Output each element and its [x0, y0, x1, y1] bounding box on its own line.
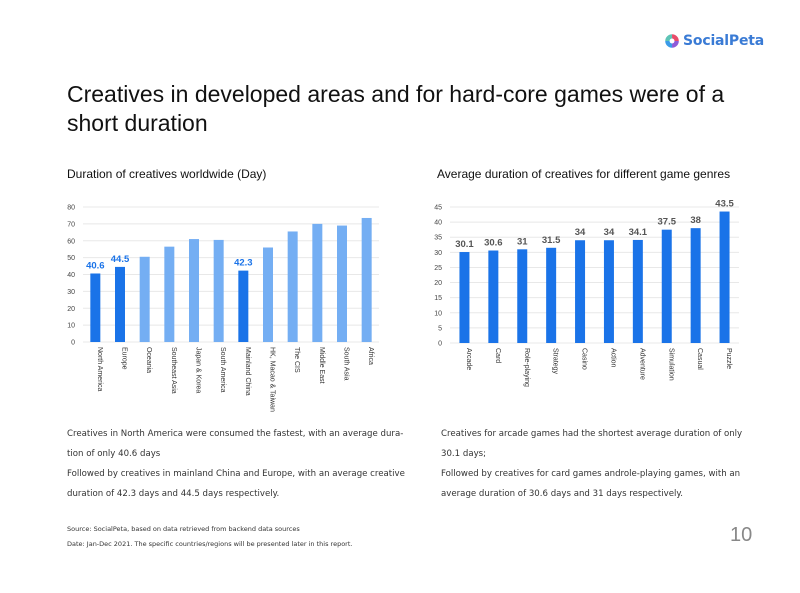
x-tick-label: Simulation: [667, 348, 674, 381]
data-label: 31.5: [542, 235, 561, 246]
bar: [575, 240, 586, 343]
bar: [90, 273, 101, 342]
right-desc-line: average duration of 30.6 days and 31 day…: [441, 489, 683, 499]
bar: [238, 270, 249, 342]
bar: [164, 246, 175, 342]
x-tick-label: Mainland China: [244, 347, 251, 396]
socialpeta-logo: SocialPeta: [664, 28, 764, 54]
footer-date: Date: Jan-Dec 2021. The specific countri…: [67, 540, 353, 548]
bar: [287, 231, 298, 342]
bar: [337, 225, 347, 342]
x-tick-label: South Asia: [343, 347, 350, 381]
x-tick-label: Africa: [367, 347, 374, 365]
y-tick-label: 0: [438, 341, 442, 348]
x-tick-label: Casual: [696, 348, 703, 370]
y-tick-label: 50: [67, 255, 75, 262]
x-tick-label: HK, Macao & Taiwan: [269, 347, 276, 412]
data-label: 34.1: [629, 227, 648, 238]
left-desc-line: Creatives in North America were consumed…: [67, 429, 404, 439]
bar: [690, 228, 701, 343]
x-tick-label: Middle East: [318, 347, 325, 384]
bar: [488, 250, 499, 343]
region-duration-chart: 0 10 20 30 40 50 60 70 80 40.6 North America 44.5 Eu…: [67, 205, 379, 412]
bar: [632, 239, 643, 343]
x-tick-label: Card: [494, 348, 501, 363]
left-chart-title: Duration of creatives worldwide (Day): [67, 167, 267, 181]
bar: [661, 229, 672, 343]
page-title: Creatives in developed areas and for har…: [67, 81, 725, 136]
y-tick-label: 35: [434, 235, 442, 242]
bar: [361, 217, 372, 342]
x-tick-label: Adventure: [638, 348, 645, 380]
y-tick-label: 70: [67, 221, 75, 228]
y-tick-label: 80: [67, 205, 75, 212]
right-desc-line: Creatives for arcade games had the short…: [441, 429, 743, 439]
y-tick-label: 45: [434, 205, 442, 212]
left-desc-line: Followed by creatives in mainland China …: [67, 469, 405, 479]
data-label: 30.1: [455, 239, 474, 250]
y-tick-label: 40: [67, 272, 75, 279]
y-tick-label: 10: [434, 310, 442, 317]
x-tick-label: Europe: [121, 347, 128, 370]
left-desc-line: duration of 42.3 days and 44.5 days resp…: [67, 489, 280, 499]
bar: [546, 247, 557, 343]
left-desc-line: tion of only 40.6 days: [67, 449, 161, 459]
x-tick-label: Southeast Asia: [170, 347, 177, 394]
x-tick-label: North America: [96, 347, 103, 391]
x-tick-label: Role-playing: [523, 348, 530, 387]
x-tick-label: Japan & Korea: [195, 347, 202, 393]
logo-text: SocialPeta: [683, 33, 764, 49]
socialpeta-logo-icon: [665, 34, 679, 48]
bar: [213, 239, 224, 342]
y-tick-label: 60: [67, 238, 75, 245]
data-label: 37.5: [658, 217, 677, 228]
page-number: 10: [730, 524, 753, 546]
y-tick-label: 25: [434, 265, 442, 272]
x-tick-label: Casino: [581, 348, 588, 370]
data-label: 42.3: [234, 258, 253, 269]
data-label: 40.6: [86, 260, 105, 271]
x-tick-label: Arcade: [465, 348, 472, 370]
right-desc-line: Followed by creatives for card games and…: [441, 469, 741, 479]
bar: [459, 252, 470, 343]
bar: [517, 249, 528, 343]
x-tick-label: Strategy: [552, 348, 559, 375]
right-chart-title: Average duration of creatives for differ…: [437, 167, 731, 181]
y-tick-label: 20: [434, 280, 442, 287]
bar: [115, 266, 125, 342]
data-label: 31: [517, 236, 528, 247]
data-label: 34: [575, 227, 586, 238]
y-tick-label: 0: [71, 340, 75, 347]
bar: [603, 240, 614, 343]
bar: [312, 223, 323, 342]
y-tick-label: 15: [434, 295, 442, 302]
x-tick-label: Puzzle: [725, 348, 732, 369]
left-description: Creatives in North America were consumed…: [67, 424, 407, 504]
y-tick-label: 5: [438, 325, 442, 332]
genre-duration-chart: 0 5 10 15 20 25 30 35 40 45 30.1 Arcade 30.6 Card 31 Ro…: [434, 199, 739, 387]
data-label: 44.5: [111, 254, 130, 265]
bar: [139, 256, 150, 342]
footer-source: Source: SocialPeta, based on data retrie…: [67, 525, 300, 533]
x-tick-label: Action: [609, 348, 616, 368]
x-tick-label: The CIS: [293, 347, 300, 373]
bar: [719, 211, 730, 343]
y-tick-label: 20: [67, 306, 75, 313]
data-label: 30.6: [484, 238, 503, 249]
bar: [263, 247, 273, 342]
data-label: 43.5: [715, 199, 734, 210]
right-desc-line: 30.1 days;: [441, 449, 487, 459]
y-tick-label: 30: [67, 289, 75, 296]
right-description: Creatives for arcade games had the short…: [441, 424, 761, 504]
bar: [189, 239, 199, 342]
data-label: 34: [604, 227, 615, 238]
x-tick-label: South America: [219, 347, 226, 393]
y-tick-label: 30: [434, 250, 442, 257]
data-label: 38: [690, 215, 701, 226]
y-tick-label: 40: [434, 220, 442, 227]
x-tick-label: Oceania: [145, 347, 152, 373]
y-tick-label: 10: [67, 323, 75, 330]
